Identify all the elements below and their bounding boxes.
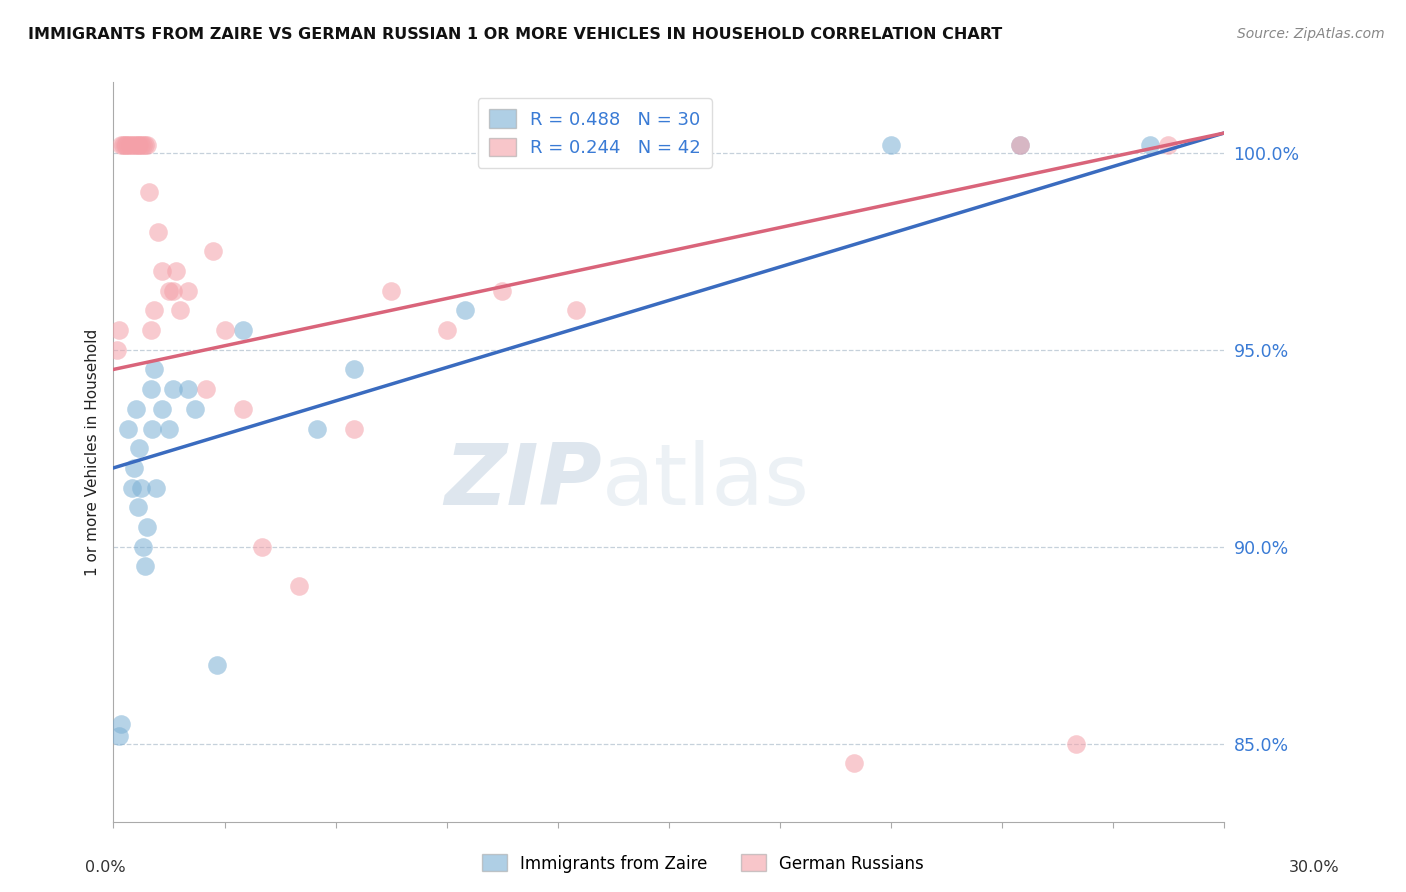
Point [565, 303, 588, 318]
Point [141, 421, 163, 435]
Point [842, 756, 865, 771]
Point [214, 323, 236, 337]
Point [454, 303, 477, 318]
Point [117, 421, 139, 435]
Point [127, 500, 149, 515]
Point [134, 559, 156, 574]
Point [132, 137, 155, 152]
Point [115, 137, 138, 152]
Text: 30.0%: 30.0% [1289, 861, 1340, 875]
Point [108, 323, 131, 337]
Point [110, 137, 132, 152]
Point [157, 284, 180, 298]
Point [157, 421, 180, 435]
Point [105, 343, 128, 357]
Point [184, 401, 207, 416]
Legend: Immigrants from Zaire, German Russians: Immigrants from Zaire, German Russians [475, 847, 931, 880]
Point [1064, 737, 1087, 751]
Point [145, 481, 167, 495]
Point [111, 137, 134, 152]
Text: Source: ZipAtlas.com: Source: ZipAtlas.com [1237, 27, 1385, 41]
Point [139, 382, 162, 396]
Point [1139, 137, 1161, 152]
Point [620, 137, 643, 152]
Point [162, 284, 184, 298]
Point [150, 264, 173, 278]
Point [134, 137, 156, 152]
Point [169, 303, 191, 318]
Point [135, 520, 157, 534]
Point [176, 284, 198, 298]
Point [110, 717, 132, 731]
Point [143, 362, 166, 376]
Point [1157, 137, 1180, 152]
Y-axis label: 1 or more Vehicles in Household: 1 or more Vehicles in Household [86, 328, 100, 575]
Legend: R = 0.488   N = 30, R = 0.244   N = 42: R = 0.488 N = 30, R = 0.244 N = 42 [478, 98, 711, 168]
Point [150, 401, 173, 416]
Point [195, 382, 218, 396]
Point [146, 225, 169, 239]
Point [380, 284, 402, 298]
Point [122, 137, 145, 152]
Point [1010, 137, 1032, 152]
Point [125, 401, 148, 416]
Point [232, 401, 254, 416]
Point [121, 481, 143, 495]
Point [436, 323, 458, 337]
Point [165, 264, 187, 278]
Point [1010, 137, 1032, 152]
Point [121, 137, 143, 152]
Point [879, 137, 901, 152]
Point [132, 540, 155, 554]
Text: IMMIGRANTS FROM ZAIRE VS GERMAN RUSSIAN 1 OR MORE VEHICLES IN HOUSEHOLD CORRELAT: IMMIGRANTS FROM ZAIRE VS GERMAN RUSSIAN … [28, 27, 1002, 42]
Point [205, 657, 228, 672]
Text: 0.0%: 0.0% [86, 861, 125, 875]
Text: atlas: atlas [602, 441, 810, 524]
Point [138, 185, 160, 199]
Point [128, 441, 150, 455]
Point [114, 137, 136, 152]
Point [162, 382, 184, 396]
Point [176, 382, 198, 396]
Point [135, 137, 157, 152]
Point [232, 323, 254, 337]
Point [125, 137, 148, 152]
Point [202, 244, 225, 259]
Point [343, 362, 366, 376]
Point [120, 137, 142, 152]
Point [491, 284, 513, 298]
Point [143, 303, 166, 318]
Point [127, 137, 149, 152]
Point [139, 323, 162, 337]
Point [122, 461, 145, 475]
Point [305, 421, 328, 435]
Point [287, 579, 309, 593]
Point [343, 421, 366, 435]
Point [117, 137, 139, 152]
Point [250, 540, 273, 554]
Point [108, 729, 131, 743]
Point [129, 137, 152, 152]
Text: ZIP: ZIP [444, 441, 602, 524]
Point [128, 137, 150, 152]
Point [129, 481, 152, 495]
